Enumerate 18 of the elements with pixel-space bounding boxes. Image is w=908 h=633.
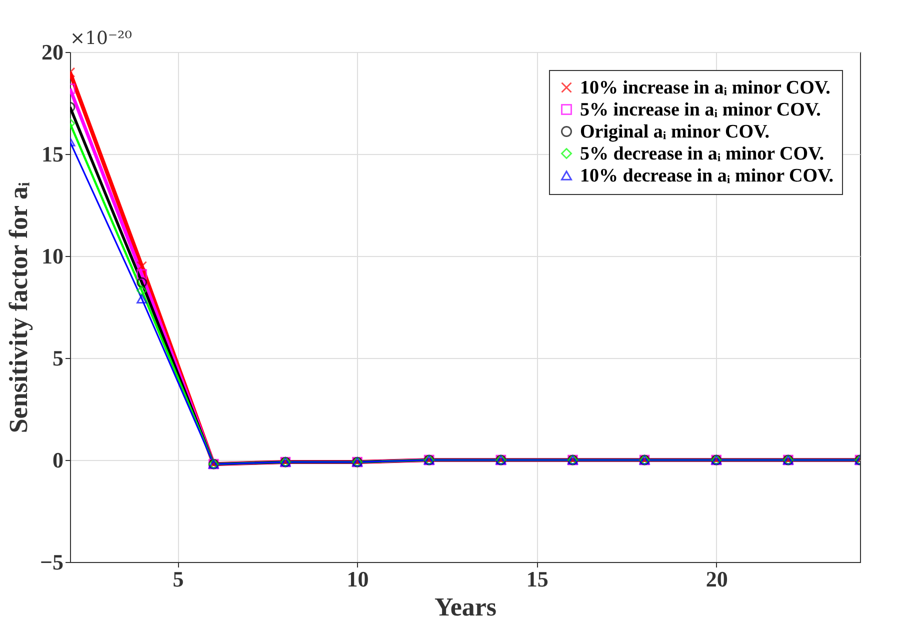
x-tick-label: 5 — [172, 566, 184, 592]
y-axis-title: Sensitivity factor for aᵢ — [4, 181, 33, 434]
y-tick-label: 10 — [42, 244, 64, 268]
y-tick-label: 0 — [52, 448, 64, 472]
y-tick-label: 15 — [42, 142, 64, 166]
y-tick-label: −5 — [40, 550, 64, 574]
y-tick-label: 5 — [52, 346, 64, 370]
x-tick-label: 10 — [346, 566, 369, 592]
legend-label: 10% decrease in aᵢ minor COV. — [580, 166, 834, 186]
y-tick-label: 20 — [42, 40, 64, 64]
x-tick-label: 20 — [706, 566, 728, 592]
x-tick-label: 15 — [526, 566, 548, 592]
x-axis-title: Years — [434, 592, 497, 622]
text: ×10⁻²⁰ — [70, 28, 132, 49]
legend-label: 5% decrease in aᵢ minor COV. — [580, 144, 824, 164]
legend-label: 5% increase in aᵢ minor COV. — [580, 100, 821, 120]
legend-label: 10% increase in aᵢ minor COV. — [580, 78, 830, 98]
legend-label: Original aᵢ minor COV. — [580, 122, 770, 142]
